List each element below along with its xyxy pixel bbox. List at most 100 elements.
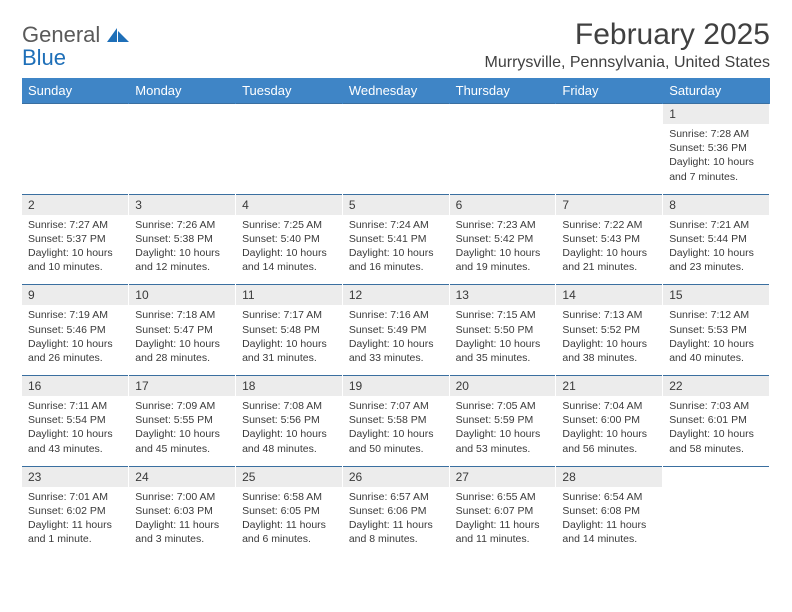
- day-detail-cell: Sunrise: 7:18 AMSunset: 5:47 PMDaylight:…: [129, 305, 236, 375]
- day-number-row: 2345678: [22, 194, 770, 215]
- detail-line: Sunrise: 7:12 AM: [669, 308, 763, 322]
- detail-line: Sunset: 5:42 PM: [456, 232, 550, 246]
- day-number-cell: 24: [129, 466, 236, 487]
- detail-line: Sunrise: 7:18 AM: [135, 308, 229, 322]
- day-detail-cell: Sunrise: 7:13 AMSunset: 5:52 PMDaylight:…: [556, 305, 663, 375]
- day-detail-row: Sunrise: 7:01 AMSunset: 6:02 PM Daylight:…: [22, 487, 770, 557]
- day-number-cell: 3: [129, 194, 236, 215]
- day-number-cell: 21: [556, 376, 663, 397]
- day-detail-cell: Sunrise: 7:21 AMSunset: 5:44 PMDaylight:…: [663, 215, 770, 285]
- day-detail-cell: Sunrise: 7:08 AMSunset: 5:56 PMDaylight:…: [236, 396, 343, 466]
- day-number-cell: 14: [556, 285, 663, 306]
- detail-line: Sunrise: 6:55 AM: [456, 490, 550, 504]
- weekday-header: Wednesday: [342, 78, 449, 104]
- day-detail-cell: Sunrise: 7:26 AMSunset: 5:38 PMDaylight:…: [129, 215, 236, 285]
- brand-logo: General Blue: [22, 18, 129, 70]
- detail-line: Daylight: 11 hours and 14 minutes.: [562, 518, 656, 546]
- detail-line: Sunset: 5:44 PM: [669, 232, 763, 246]
- detail-line: Sunrise: 7:25 AM: [242, 218, 336, 232]
- day-detail-cell: Sunrise: 7:05 AMSunset: 5:59 PMDaylight:…: [449, 396, 556, 466]
- detail-line: Sunrise: 7:24 AM: [349, 218, 443, 232]
- day-number-cell: [449, 104, 556, 125]
- detail-line: Sunrise: 6:58 AM: [242, 490, 336, 504]
- day-detail-cell: Sunrise: 7:15 AMSunset: 5:50 PMDaylight:…: [449, 305, 556, 375]
- day-detail-row: Sunrise: 7:11 AMSunset: 5:54 PMDaylight:…: [22, 396, 770, 466]
- day-number-cell: 26: [342, 466, 449, 487]
- detail-line: Sunrise: 6:57 AM: [349, 490, 443, 504]
- detail-line: Sunrise: 7:04 AM: [562, 399, 656, 413]
- detail-line: Sunset: 5:49 PM: [349, 323, 443, 337]
- detail-line: Daylight: 10 hours and 38 minutes.: [562, 337, 656, 365]
- detail-line: Daylight: 10 hours and 19 minutes.: [456, 246, 550, 274]
- day-number-cell: 4: [236, 194, 343, 215]
- detail-line: Daylight: 11 hours and 3 minutes.: [135, 518, 229, 546]
- day-detail-row: Sunrise: 7:28 AMSunset: 5:36 PMDaylight:…: [22, 124, 770, 194]
- detail-line: Daylight: 10 hours and 45 minutes.: [135, 427, 229, 455]
- detail-line: Daylight: 10 hours and 23 minutes.: [669, 246, 763, 274]
- day-number-cell: 28: [556, 466, 663, 487]
- weekday-header: Tuesday: [236, 78, 343, 104]
- day-detail-cell: Sunrise: 7:01 AMSunset: 6:02 PMDaylight:…: [22, 487, 129, 557]
- detail-line: Sunrise: 7:08 AM: [242, 399, 336, 413]
- detail-line: Sunset: 5:59 PM: [456, 413, 550, 427]
- day-number-cell: 6: [449, 194, 556, 215]
- day-number-cell: 12: [342, 285, 449, 306]
- day-number-cell: [22, 104, 129, 125]
- page-header: General Blue February 2025 Murrysville, …: [22, 18, 770, 72]
- detail-line: Sunrise: 7:27 AM: [28, 218, 122, 232]
- detail-line: Sunset: 6:03 PM: [135, 504, 229, 518]
- day-number-row: 16171819202122: [22, 376, 770, 397]
- detail-line: Daylight: 10 hours and 56 minutes.: [562, 427, 656, 455]
- day-detail-cell: [663, 487, 770, 557]
- day-detail-cell: Sunrise: 7:25 AMSunset: 5:40 PMDaylight:…: [236, 215, 343, 285]
- day-detail-cell: Sunrise: 6:54 AMSunset: 6:08 PMDaylight:…: [556, 487, 663, 557]
- detail-line: Daylight: 10 hours and 31 minutes.: [242, 337, 336, 365]
- day-detail-cell: [342, 124, 449, 194]
- month-title: February 2025: [485, 18, 770, 52]
- day-number-cell: 17: [129, 376, 236, 397]
- detail-line: Daylight: 10 hours and 58 minutes.: [669, 427, 763, 455]
- day-number-cell: 25: [236, 466, 343, 487]
- day-number-cell: 11: [236, 285, 343, 306]
- detail-line: Sunrise: 7:09 AM: [135, 399, 229, 413]
- logo-word-general: General: [22, 22, 100, 47]
- day-number-cell: 2: [22, 194, 129, 215]
- detail-line: Sunset: 6:02 PM: [28, 504, 122, 518]
- detail-line: Sunrise: 7:05 AM: [456, 399, 550, 413]
- day-detail-cell: Sunrise: 7:23 AMSunset: 5:42 PMDaylight:…: [449, 215, 556, 285]
- day-detail-cell: Sunrise: 6:55 AMSunset: 6:07 PMDaylight:…: [449, 487, 556, 557]
- day-number-cell: 19: [342, 376, 449, 397]
- day-number-cell: 20: [449, 376, 556, 397]
- detail-line: Sunset: 5:41 PM: [349, 232, 443, 246]
- detail-line: Sunrise: 7:03 AM: [669, 399, 763, 413]
- logo-text-block: General Blue: [22, 24, 129, 70]
- detail-line: Sunset: 6:06 PM: [349, 504, 443, 518]
- weekday-header: Sunday: [22, 78, 129, 104]
- detail-line: Sunset: 5:53 PM: [669, 323, 763, 337]
- day-detail-cell: Sunrise: 7:12 AMSunset: 5:53 PMDaylight:…: [663, 305, 770, 375]
- day-number-cell: 7: [556, 194, 663, 215]
- detail-line: Sunrise: 7:11 AM: [28, 399, 122, 413]
- detail-line: Daylight: 10 hours and 16 minutes.: [349, 246, 443, 274]
- logo-sail-icon: [107, 29, 129, 46]
- day-number-cell: [663, 466, 770, 487]
- day-detail-cell: Sunrise: 7:28 AMSunset: 5:36 PMDaylight:…: [663, 124, 770, 194]
- day-number-cell: 9: [22, 285, 129, 306]
- day-number-cell: 5: [342, 194, 449, 215]
- detail-line: Sunset: 5:55 PM: [135, 413, 229, 427]
- detail-line: Daylight: 10 hours and 14 minutes.: [242, 246, 336, 274]
- day-number-cell: 10: [129, 285, 236, 306]
- day-number-cell: 8: [663, 194, 770, 215]
- detail-line: Daylight: 10 hours and 35 minutes.: [456, 337, 550, 365]
- weekday-header: Monday: [129, 78, 236, 104]
- detail-line: Sunrise: 7:22 AM: [562, 218, 656, 232]
- detail-line: Daylight: 10 hours and 48 minutes.: [242, 427, 336, 455]
- day-detail-cell: Sunrise: 6:57 AMSunset: 6:06 PMDaylight:…: [342, 487, 449, 557]
- detail-line: Sunrise: 7:07 AM: [349, 399, 443, 413]
- calendar-table: SundayMondayTuesdayWednesdayThursdayFrid…: [22, 78, 770, 556]
- day-detail-cell: [236, 124, 343, 194]
- detail-line: Sunrise: 7:01 AM: [28, 490, 122, 504]
- day-detail-cell: Sunrise: 7:17 AMSunset: 5:48 PMDaylight:…: [236, 305, 343, 375]
- detail-line: Daylight: 10 hours and 28 minutes.: [135, 337, 229, 365]
- detail-line: Sunrise: 7:26 AM: [135, 218, 229, 232]
